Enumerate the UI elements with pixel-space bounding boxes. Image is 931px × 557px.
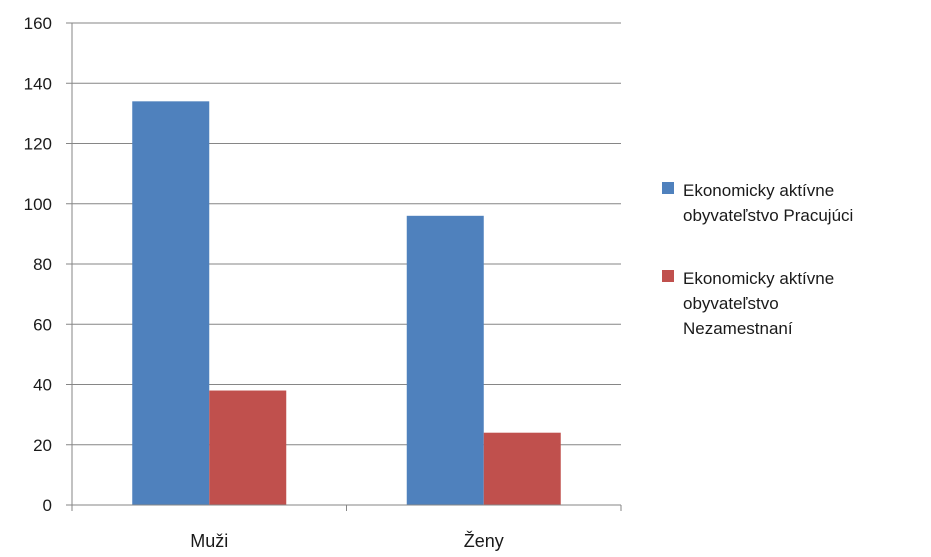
legend-swatch <box>662 270 674 282</box>
y-tick-label: 140 <box>24 74 52 93</box>
y-tick-label: 160 <box>24 14 52 33</box>
x-category-label: Muži <box>190 531 228 551</box>
legend-label: obyvateľstvo Pracujúci <box>683 206 853 225</box>
legend-label: obyvateľstvo <box>683 294 779 313</box>
legend-label: Ekonomicky aktívne <box>683 181 834 200</box>
y-tick-label: 60 <box>33 315 52 334</box>
y-tick-label: 20 <box>33 436 52 455</box>
y-tick-label: 100 <box>24 195 52 214</box>
bar <box>406 215 484 506</box>
bar <box>132 101 210 505</box>
bar <box>209 390 287 505</box>
y-tick-label: 40 <box>33 376 52 395</box>
bars <box>132 101 561 506</box>
legend-swatch <box>662 182 674 194</box>
legend-label: Nezamestnaní <box>683 319 793 338</box>
x-category-label: Ženy <box>464 531 504 551</box>
y-tick-label: 80 <box>33 255 52 274</box>
legend-label: Ekonomicky aktívne <box>683 269 834 288</box>
axes: 0 20 40 60 80 100 120 140 160 Muži Ženy <box>24 14 622 551</box>
y-tick-label: 120 <box>24 135 52 154</box>
legend: Ekonomicky aktívne obyvateľstvo Pracujúci… <box>662 181 853 338</box>
bar <box>483 432 561 505</box>
y-tick-label: 0 <box>43 496 52 515</box>
